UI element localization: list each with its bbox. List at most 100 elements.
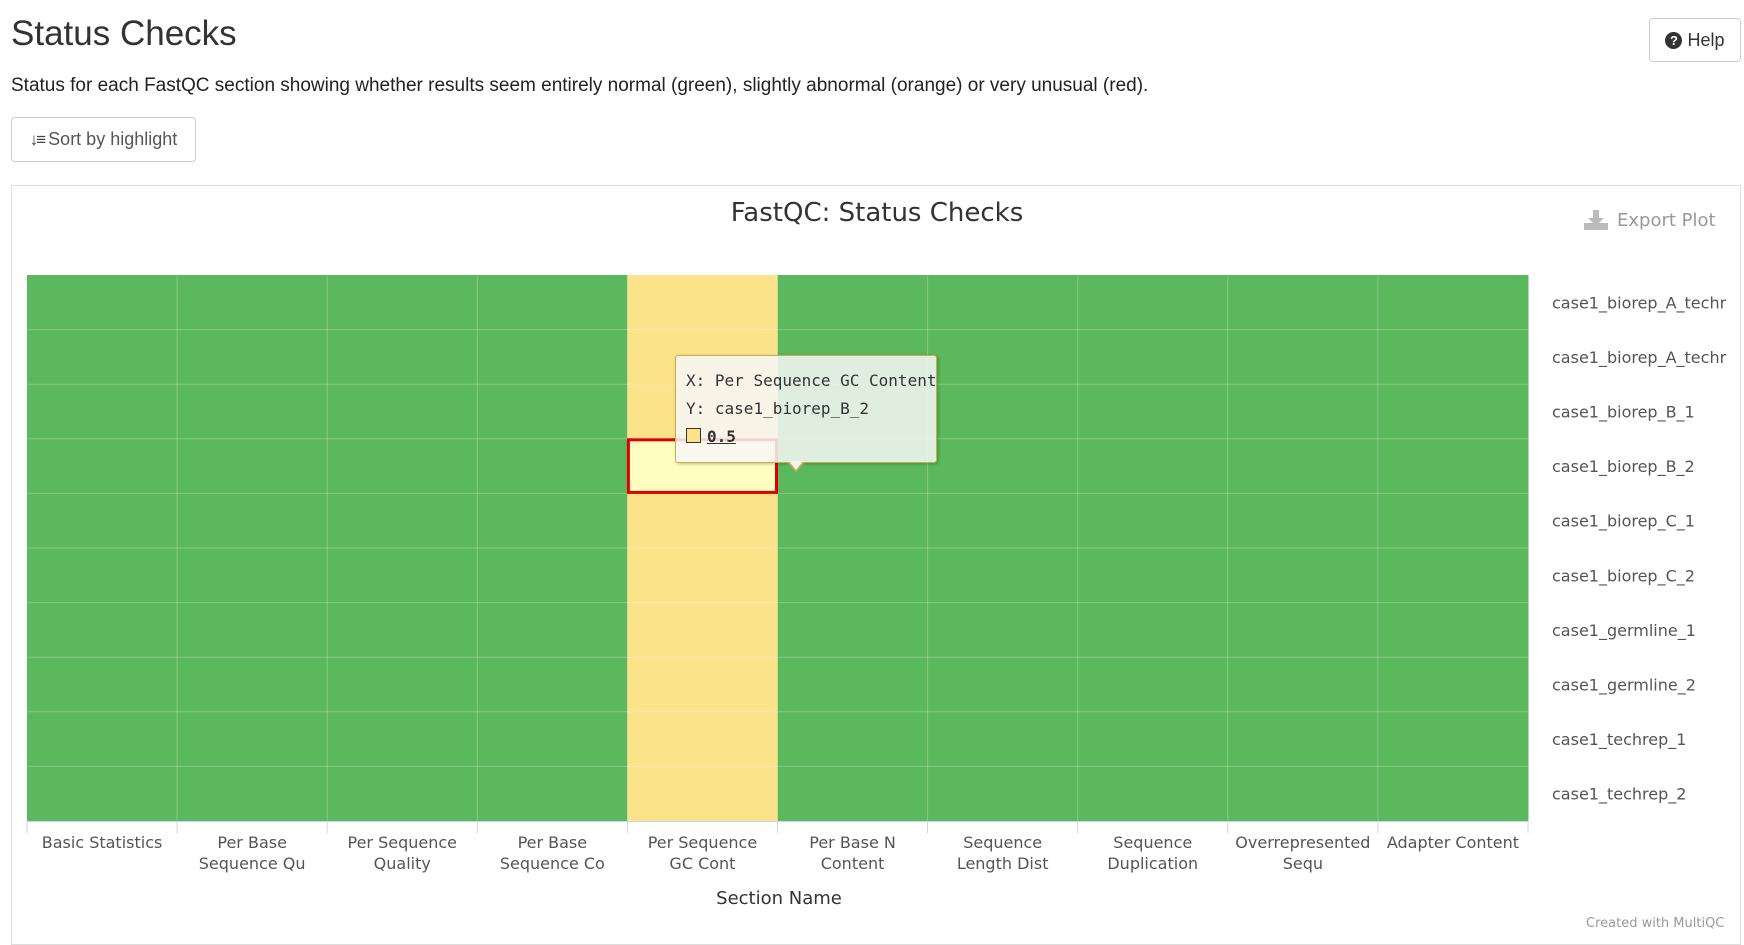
heatmap-cell[interactable] xyxy=(1377,548,1529,604)
heatmap-cell[interactable] xyxy=(27,602,178,658)
heatmap-cell[interactable] xyxy=(327,548,478,604)
heatmap-cell[interactable] xyxy=(177,275,328,331)
heatmap-cell[interactable] xyxy=(327,766,478,822)
heatmap-cell[interactable] xyxy=(927,384,1079,440)
heatmap-cell[interactable] xyxy=(327,384,478,440)
heatmap-cell[interactable] xyxy=(777,657,929,713)
heatmap-cell[interactable] xyxy=(927,711,1079,767)
heatmap-cell[interactable] xyxy=(777,275,929,331)
heatmap-cell[interactable] xyxy=(927,275,1079,331)
heatmap-cell[interactable] xyxy=(27,548,178,604)
heatmap-cell[interactable] xyxy=(1227,493,1379,549)
heatmap-cell[interactable] xyxy=(27,493,178,549)
heatmap-cell[interactable] xyxy=(1077,766,1229,822)
heatmap-cell[interactable] xyxy=(327,438,478,494)
heatmap-cell[interactable] xyxy=(1377,711,1529,767)
heatmap-cell[interactable] xyxy=(177,711,328,767)
heatmap-cell[interactable] xyxy=(1377,329,1529,385)
heatmap-cell[interactable] xyxy=(177,602,328,658)
heatmap-cell[interactable] xyxy=(927,329,1079,385)
heatmap-cell[interactable] xyxy=(777,711,929,767)
heatmap-cell[interactable] xyxy=(1227,548,1379,604)
heatmap-cell[interactable] xyxy=(477,438,628,494)
heatmap-cell[interactable] xyxy=(477,329,628,385)
heatmap-cell[interactable] xyxy=(1377,493,1529,549)
sort-by-highlight-button[interactable]: ↓≡ Sort by highlight xyxy=(11,117,196,162)
heatmap-cell[interactable] xyxy=(1227,438,1379,494)
heatmap-cell[interactable] xyxy=(627,493,778,549)
heatmap-cell[interactable] xyxy=(1077,602,1229,658)
heatmap-cell[interactable] xyxy=(1227,657,1379,713)
heatmap-cell[interactable] xyxy=(1077,329,1229,385)
heatmap-cell[interactable] xyxy=(177,329,328,385)
heatmap-cell[interactable] xyxy=(1227,329,1379,385)
heatmap-cell[interactable] xyxy=(1077,438,1229,494)
heatmap-cell[interactable] xyxy=(777,493,929,549)
heatmap-cell[interactable] xyxy=(627,548,778,604)
heatmap-cell[interactable] xyxy=(927,602,1079,658)
heatmap-cell[interactable] xyxy=(1077,711,1229,767)
heatmap-cell[interactable] xyxy=(1227,384,1379,440)
heatmap-cell[interactable] xyxy=(27,329,178,385)
y-tick-label: case1_biorep_A_techr xyxy=(1552,348,1727,368)
heatmap-cell[interactable] xyxy=(327,275,478,331)
tooltip-x-value: Per Sequence GC Content xyxy=(714,371,937,390)
heatmap-cell[interactable] xyxy=(627,711,778,767)
heatmap-cell[interactable] xyxy=(177,766,328,822)
heatmap-cell[interactable] xyxy=(177,384,328,440)
heatmap-cell[interactable] xyxy=(27,711,178,767)
heatmap-cell[interactable] xyxy=(27,275,178,331)
heatmap-cell[interactable] xyxy=(927,657,1079,713)
heatmap-cell[interactable] xyxy=(477,548,628,604)
heatmap-cell[interactable] xyxy=(27,384,178,440)
heatmap-cell[interactable] xyxy=(1377,438,1529,494)
heatmap-cell[interactable] xyxy=(477,275,628,331)
heatmap-cell[interactable] xyxy=(27,657,178,713)
heatmap-cell[interactable] xyxy=(327,602,478,658)
heatmap-cell[interactable] xyxy=(327,493,478,549)
heatmap-cell[interactable] xyxy=(1077,657,1229,713)
help-button[interactable]: ? Help xyxy=(1649,18,1741,62)
heatmap-cell[interactable] xyxy=(477,766,628,822)
heatmap-cell[interactable] xyxy=(27,766,178,822)
heatmap-cell[interactable] xyxy=(1077,548,1229,604)
heatmap-cell[interactable] xyxy=(327,711,478,767)
heatmap-cell[interactable] xyxy=(627,657,778,713)
heatmap-cell[interactable] xyxy=(1377,766,1529,822)
heatmap-cell[interactable] xyxy=(1077,384,1229,440)
heatmap-cell[interactable] xyxy=(1227,711,1379,767)
heatmap-cell[interactable] xyxy=(777,602,929,658)
heatmap-cell[interactable] xyxy=(1077,275,1229,331)
heatmap-cell[interactable] xyxy=(477,493,628,549)
heatmap-cell[interactable] xyxy=(1377,384,1529,440)
heatmap-cell[interactable] xyxy=(927,493,1079,549)
heatmap-cell[interactable] xyxy=(477,657,628,713)
heatmap-cell[interactable] xyxy=(477,711,628,767)
heatmap-cell[interactable] xyxy=(177,657,328,713)
heatmap-cell[interactable] xyxy=(777,766,929,822)
heatmap-cell[interactable] xyxy=(1227,275,1379,331)
heatmap-cell[interactable] xyxy=(477,384,628,440)
heatmap-cell[interactable] xyxy=(627,602,778,658)
heatmap-cell[interactable] xyxy=(327,329,478,385)
heatmap-cell[interactable] xyxy=(1227,602,1379,658)
heatmap-cell[interactable] xyxy=(627,766,778,822)
heatmap-cell[interactable] xyxy=(177,438,328,494)
heatmap-cell[interactable] xyxy=(177,548,328,604)
heatmap-cell[interactable] xyxy=(627,275,778,331)
heatmap-cell[interactable] xyxy=(27,438,178,494)
heatmap-cell[interactable] xyxy=(927,548,1079,604)
heatmap-cell[interactable] xyxy=(177,493,328,549)
heatmap-cell[interactable] xyxy=(927,438,1079,494)
heatmap-cell[interactable] xyxy=(1227,766,1379,822)
heatmap-cell[interactable] xyxy=(1077,493,1229,549)
heatmap-cell[interactable] xyxy=(777,548,929,604)
heatmap-cell[interactable] xyxy=(1377,275,1529,331)
heatmap-cell[interactable] xyxy=(927,766,1079,822)
export-plot-button[interactable]: Export Plot xyxy=(1583,205,1716,235)
heatmap-cell[interactable] xyxy=(477,602,628,658)
heatmap-cell[interactable] xyxy=(327,657,478,713)
heatmap-cell[interactable] xyxy=(1377,602,1529,658)
heatmap-cell[interactable] xyxy=(1377,657,1529,713)
